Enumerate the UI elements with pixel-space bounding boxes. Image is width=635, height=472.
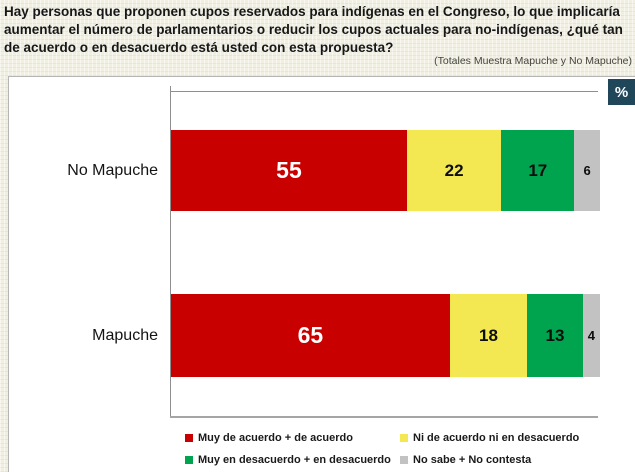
bar-segment: 65	[171, 294, 450, 377]
legend-label: No sabe + No contesta	[413, 454, 532, 466]
bar-segment: 4	[582, 294, 600, 377]
bar-value-label: 13	[545, 326, 565, 345]
bar-segment: 6	[574, 130, 600, 211]
legend-marker	[185, 456, 193, 464]
bar-segment: 17	[501, 130, 575, 211]
x-axis-line	[170, 416, 598, 418]
bar-value-label: 17	[528, 161, 548, 180]
bar-segment: 22	[406, 130, 502, 211]
bar-segment: 13	[527, 294, 583, 377]
legend: Muy de acuerdo + de acuerdo Ni de acuerdo…	[185, 431, 625, 467]
question-text: Hay personas que proponen cupos reservad…	[4, 4, 623, 55]
y-axis-line	[170, 86, 171, 418]
bar-segment: 55	[171, 130, 407, 211]
legend-item: Muy en desacuerdo + en desacuerdo	[185, 453, 400, 467]
legend-label: Ni de acuerdo ni en desacuerdo	[413, 432, 580, 444]
legend-label: Muy en desacuerdo + en desacuerdo	[198, 454, 391, 466]
bar-value-label: 65	[297, 322, 324, 348]
legend-item: Ni de acuerdo ni en desacuerdo	[400, 431, 625, 445]
bar-value-label: 22	[444, 161, 464, 180]
bar-value-label: 55	[276, 157, 302, 183]
category-label-mapuche: Mapuche	[92, 326, 158, 344]
legend-item: Muy de acuerdo + de acuerdo	[185, 431, 400, 445]
bar-value-label: 4	[587, 328, 596, 343]
category-label-no-mapuche: No Mapuche	[67, 161, 158, 179]
legend-marker	[400, 434, 408, 442]
legend-marker	[185, 434, 193, 442]
legend-label: Muy de acuerdo + de acuerdo	[198, 432, 353, 444]
legend-item: No sabe + No contesta	[400, 453, 625, 467]
bar-value-label: 6	[583, 163, 591, 178]
percent-unit-badge: %	[608, 79, 635, 105]
sample-subtitle: (Totales Muestra Mapuche y No Mapuche)	[434, 55, 632, 67]
bar-value-label: 18	[478, 326, 498, 345]
bar-row: 65 18 13 4	[171, 294, 600, 377]
legend-marker	[400, 456, 408, 464]
bar-segment: 18	[449, 294, 528, 377]
plot-top-border	[170, 91, 598, 92]
bar-row: 55 22 17 6	[171, 130, 600, 211]
